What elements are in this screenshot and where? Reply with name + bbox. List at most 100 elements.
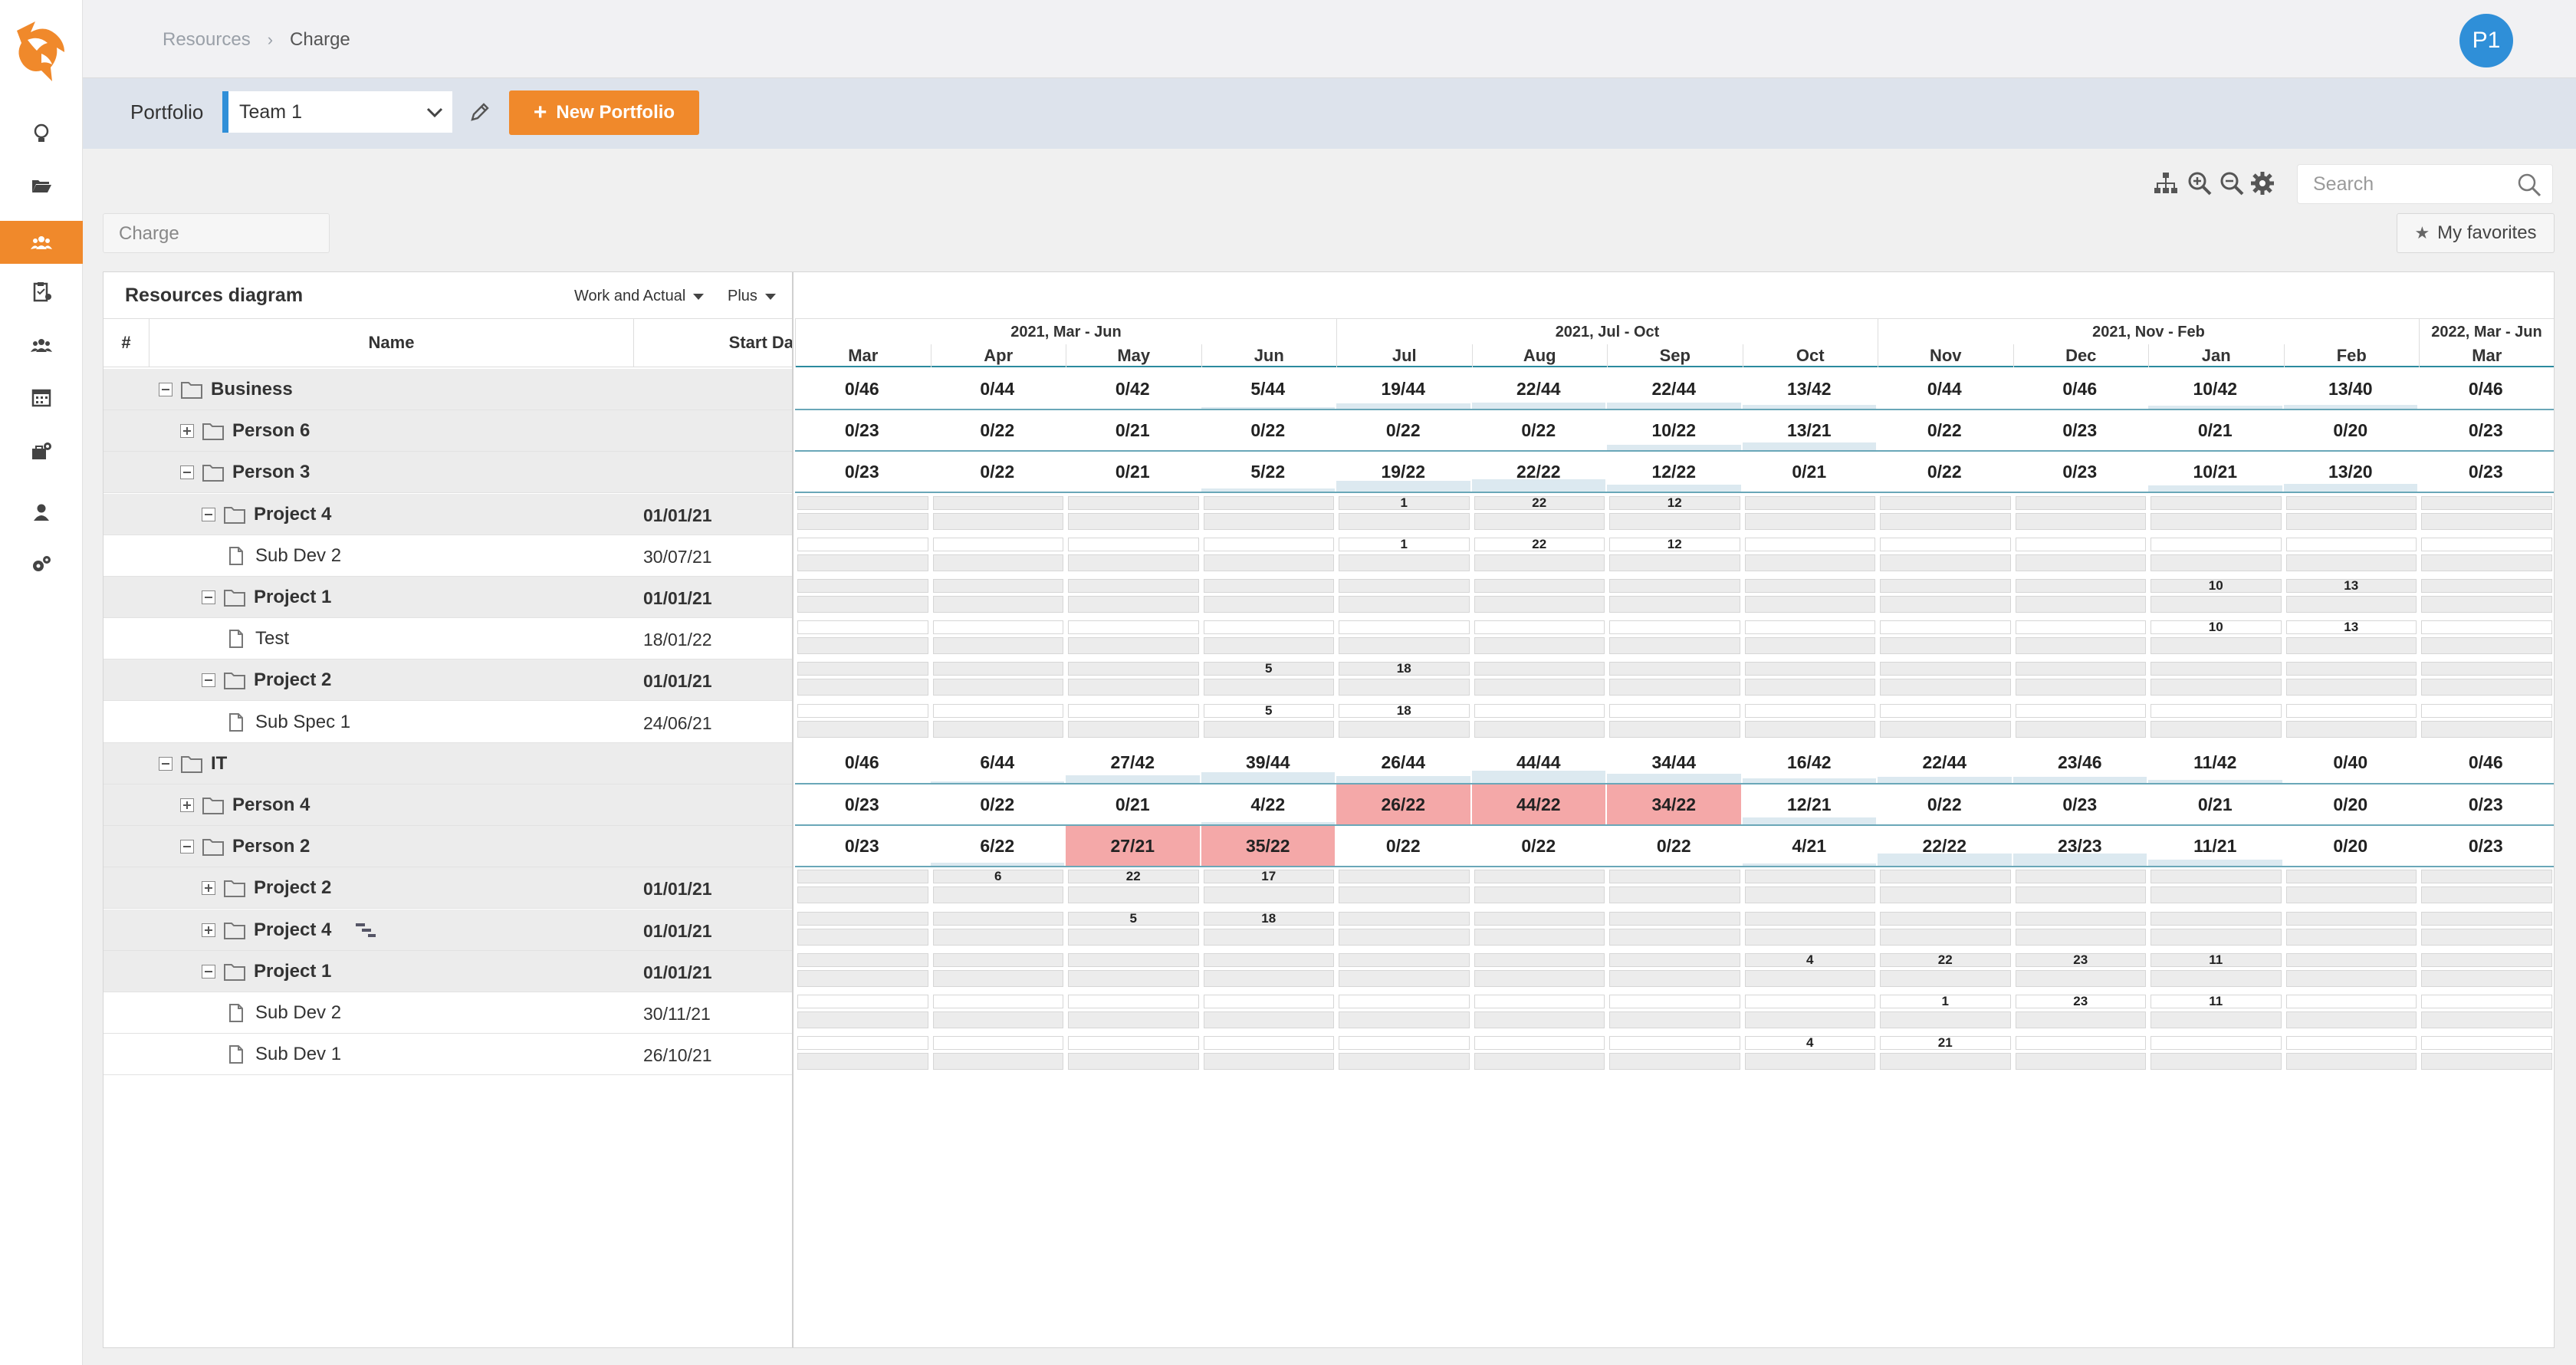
load-cell[interactable]: 0/46	[2419, 743, 2553, 783]
tree-row[interactable]: Person 6	[104, 410, 792, 452]
work-cell[interactable]	[2419, 702, 2555, 743]
load-cell[interactable]: 0/23	[2419, 784, 2553, 824]
load-cell[interactable]: 26/44	[1336, 743, 1470, 783]
tree-row[interactable]: Project 2 01/01/21	[104, 659, 792, 702]
work-cell[interactable]	[1201, 992, 1337, 1034]
work-cell[interactable]	[1336, 992, 1472, 1034]
work-cell[interactable]	[1878, 909, 2013, 951]
load-cell[interactable]: 11/21	[2148, 826, 2282, 867]
load-cell[interactable]: 0/20	[2284, 410, 2418, 450]
work-cell[interactable]: 5	[1201, 702, 1337, 743]
work-cell[interactable]: 11	[2148, 951, 2284, 992]
edit-pencil-icon[interactable]	[468, 100, 492, 124]
load-cell[interactable]: 0/23	[2419, 826, 2553, 866]
load-cell[interactable]: 10/42	[2148, 369, 2282, 409]
work-cell[interactable]	[931, 992, 1066, 1034]
work-cell[interactable]: 22	[1878, 951, 2013, 992]
load-cell[interactable]: 0/22	[931, 410, 1065, 450]
work-cell[interactable]	[1201, 535, 1337, 577]
work-cell[interactable]: 5	[1201, 659, 1337, 701]
work-cell[interactable]	[1743, 702, 1878, 743]
work-cell[interactable]	[1878, 867, 2013, 909]
tree-row[interactable]: Project 2 01/01/21	[104, 867, 792, 909]
work-cell[interactable]: 23	[2013, 992, 2149, 1034]
work-cell[interactable]	[931, 659, 1066, 701]
tree-row[interactable]: Person 3	[104, 452, 792, 494]
collapse-icon[interactable]	[180, 840, 194, 854]
work-cell[interactable]: 1	[1336, 535, 1472, 577]
load-cell[interactable]: 13/20	[2283, 452, 2417, 492]
load-cell[interactable]: 0/23	[2013, 452, 2147, 492]
load-cell[interactable]: 0/22	[1878, 410, 2012, 450]
sidebar-item-resources[interactable]	[0, 221, 83, 264]
work-cell[interactable]: 11	[2148, 992, 2284, 1034]
work-cell[interactable]: 23	[2013, 951, 2149, 992]
load-cell[interactable]: 23/46	[2013, 743, 2147, 783]
work-cell[interactable]	[795, 992, 931, 1034]
work-cell[interactable]	[2284, 494, 2420, 535]
load-cell[interactable]: 0/22	[1607, 826, 1741, 866]
work-cell[interactable]	[1066, 1034, 1201, 1075]
load-cell[interactable]: 13/21	[1742, 410, 1876, 451]
load-cell[interactable]: 0/22	[1201, 410, 1336, 450]
work-cell[interactable]	[2148, 494, 2284, 535]
work-cell[interactable]	[1472, 618, 1608, 659]
work-cell[interactable]	[1472, 577, 1608, 618]
work-cell[interactable]	[795, 577, 931, 618]
load-cell[interactable]: 0/21	[1066, 410, 1200, 450]
work-cell[interactable]	[931, 1034, 1066, 1075]
work-cell[interactable]	[1472, 1034, 1608, 1075]
work-cell[interactable]	[1743, 992, 1878, 1034]
work-cell[interactable]	[2419, 618, 2555, 659]
tree-row[interactable]: IT	[104, 742, 792, 784]
work-cell[interactable]	[1201, 494, 1337, 535]
work-cell[interactable]	[2284, 1034, 2420, 1075]
load-cell[interactable]: 4/22	[1201, 784, 1335, 824]
work-cell[interactable]: 12	[1607, 535, 1743, 577]
work-cell[interactable]	[795, 494, 931, 535]
work-cell[interactable]: 18	[1201, 909, 1337, 951]
load-cell[interactable]: 12/22	[1607, 452, 1741, 492]
work-cell[interactable]	[1336, 577, 1472, 618]
work-cell[interactable]	[2148, 702, 2284, 743]
work-cell[interactable]	[2284, 909, 2420, 951]
work-cell[interactable]	[2419, 494, 2555, 535]
work-cell[interactable]	[1336, 909, 1472, 951]
load-cell[interactable]: 19/22	[1336, 452, 1470, 492]
load-cell[interactable]: 27/42	[1066, 743, 1200, 783]
load-cell[interactable]: 0/22	[1336, 410, 1470, 450]
load-cell[interactable]: 0/23	[795, 826, 929, 866]
work-cell[interactable]	[1472, 659, 1608, 701]
collapse-icon[interactable]	[202, 590, 215, 604]
work-cell[interactable]	[1066, 577, 1201, 618]
load-cell[interactable]: 10/21	[2148, 452, 2282, 492]
work-cell[interactable]	[2148, 535, 2284, 577]
work-cell[interactable]	[1336, 1034, 1472, 1075]
portfolio-select[interactable]: Team 1	[222, 91, 452, 133]
work-cell[interactable]	[1743, 577, 1878, 618]
work-cell[interactable]	[1336, 867, 1472, 909]
work-cell[interactable]: 5	[1066, 909, 1201, 951]
work-cell[interactable]	[1066, 702, 1201, 743]
work-cell[interactable]	[1743, 659, 1878, 701]
load-cell[interactable]: 0/23	[2419, 410, 2553, 450]
load-cell[interactable]: 0/22	[931, 452, 1065, 492]
work-cell[interactable]	[1607, 867, 1743, 909]
work-cell[interactable]	[795, 951, 931, 992]
work-cell[interactable]	[1607, 702, 1743, 743]
work-cell[interactable]: 17	[1201, 867, 1337, 909]
work-cell[interactable]	[1201, 951, 1337, 992]
expand-icon[interactable]	[180, 424, 194, 439]
load-cell[interactable]: 26/22	[1336, 784, 1470, 824]
load-cell[interactable]: 0/20	[2284, 826, 2418, 866]
load-cell[interactable]: 22/44	[1607, 369, 1741, 409]
tree-row[interactable]: Sub Spec 1 24/06/21	[104, 701, 792, 743]
load-cell[interactable]: 0/23	[795, 410, 929, 450]
work-cell[interactable]	[1472, 702, 1608, 743]
work-cell[interactable]	[2419, 992, 2555, 1034]
load-cell[interactable]: 22/44	[1878, 743, 2012, 783]
tree-row[interactable]: Business	[104, 369, 792, 410]
work-cell[interactable]	[2284, 867, 2420, 909]
my-favorites-button[interactable]: ★ My favorites	[2397, 213, 2555, 253]
work-cell[interactable]	[1878, 702, 2013, 743]
